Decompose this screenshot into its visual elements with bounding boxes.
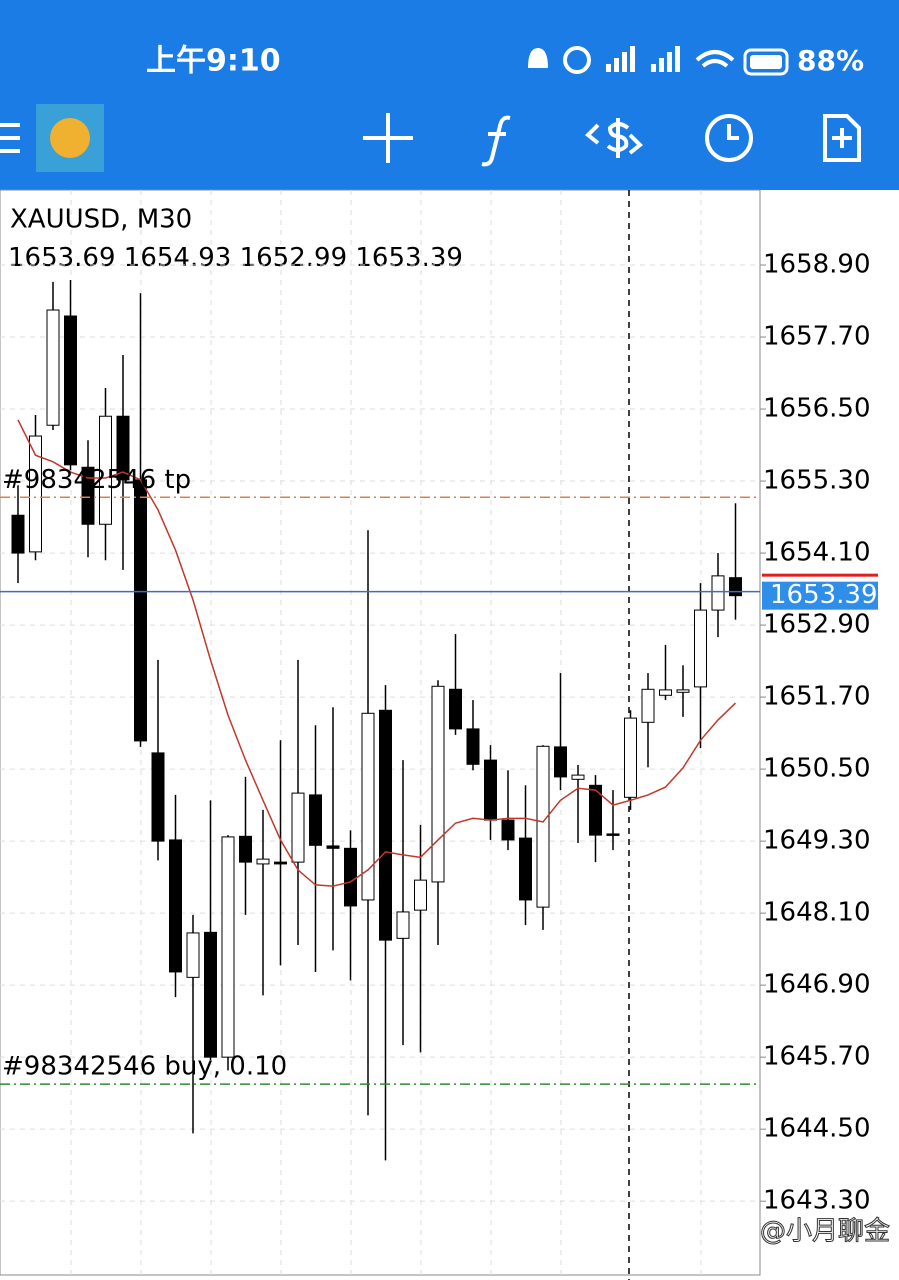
candle-body — [606, 833, 620, 836]
order-label: #98342546 buy, 0.10 — [2, 1052, 287, 1082]
y-tick-label: 1656.50 — [763, 394, 871, 424]
ohlc-readout: 1653.69 1654.93 1652.99 1653.39 — [8, 243, 463, 273]
candle-body — [571, 774, 585, 780]
candle-body — [711, 575, 725, 611]
candle-body — [326, 845, 340, 849]
candle-body — [151, 752, 165, 842]
moving-average — [17, 419, 737, 887]
candle-body — [239, 835, 252, 863]
candle-body — [46, 309, 60, 426]
y-tick-label: 1658.90 — [763, 250, 871, 280]
candle-body — [414, 879, 427, 911]
header-graphics: 上午9:10 88% — [0, 44, 864, 172]
y-tick-label: 1655.30 — [763, 466, 871, 496]
app-header: 上午9:10 88% — [0, 0, 899, 190]
candle-body — [274, 861, 287, 865]
signal-icons — [528, 46, 735, 74]
crosshair-button[interactable] — [363, 113, 413, 163]
toolbar — [0, 104, 861, 172]
period-button[interactable] — [705, 114, 753, 162]
battery-level: 88% — [797, 44, 864, 77]
battery-icon — [743, 48, 789, 76]
y-tick-label: 1644.50 — [763, 1114, 871, 1144]
candle-body — [169, 839, 182, 973]
y-tick-label: 1651.70 — [763, 682, 871, 712]
candle-body — [204, 931, 217, 1058]
candle-body — [11, 514, 25, 554]
candle-body — [134, 479, 147, 742]
candle-body — [536, 745, 550, 908]
candle-body — [221, 836, 235, 1058]
candle-body — [186, 932, 200, 978]
candle-body — [361, 712, 375, 901]
candle-body — [449, 688, 462, 730]
candle-body — [81, 466, 95, 525]
order-label: #98342546 tp — [2, 465, 191, 495]
candle-body — [589, 784, 602, 836]
candle-body — [379, 709, 392, 941]
ohlc-open: 1653.69 — [8, 243, 116, 273]
trade-button[interactable] — [585, 118, 643, 158]
indicators-button[interactable] — [481, 115, 511, 167]
battery-fill — [750, 55, 782, 69]
candle-body — [659, 689, 672, 696]
candle-body — [309, 794, 322, 846]
ohlc-high: 1654.93 — [124, 243, 232, 273]
price-label: 1653.39 — [770, 580, 878, 610]
candle-body — [519, 837, 532, 901]
menu-button[interactable] — [0, 123, 20, 153]
ohlc-low: 1652.99 — [240, 243, 348, 273]
candle-body — [291, 792, 305, 863]
watermark: @小月聊金 — [760, 1217, 890, 1247]
y-tick-label: 1657.70 — [763, 322, 871, 352]
candle-body — [641, 688, 655, 723]
symbol-title: XAUUSD, M30 — [10, 205, 192, 235]
y-tick-label: 1652.90 — [763, 610, 871, 640]
candle-body — [466, 728, 480, 765]
candle-body — [116, 415, 130, 481]
candle-body — [484, 759, 497, 821]
ohlc-close: 1653.39 — [355, 243, 463, 273]
y-tick-label: 1649.30 — [763, 826, 871, 856]
template-button[interactable] — [823, 114, 861, 162]
candle-body — [694, 609, 707, 688]
candle-body — [396, 911, 410, 939]
candle-body — [64, 315, 77, 466]
y-tick-label: 1645.70 — [763, 1042, 871, 1072]
status-time: 上午9:10 — [146, 44, 281, 79]
price-label-bg — [762, 581, 878, 610]
candle-body — [431, 685, 445, 883]
y-tick-label: 1643.30 — [763, 1186, 871, 1216]
candle-body — [624, 717, 637, 798]
y-tick-label: 1654.10 — [763, 538, 871, 568]
candle-body — [501, 819, 515, 841]
y-tick-label: 1646.90 — [763, 970, 871, 1000]
candle-body — [729, 577, 742, 597]
candle-body — [676, 689, 690, 693]
candle-body — [29, 435, 42, 553]
y-tick-label: 1648.10 — [763, 898, 871, 928]
y-tick-label: 1650.50 — [763, 754, 871, 784]
candle-body — [344, 847, 357, 907]
price-marker — [762, 573, 878, 577]
candle-body — [256, 858, 270, 865]
candle-body — [554, 746, 567, 778]
